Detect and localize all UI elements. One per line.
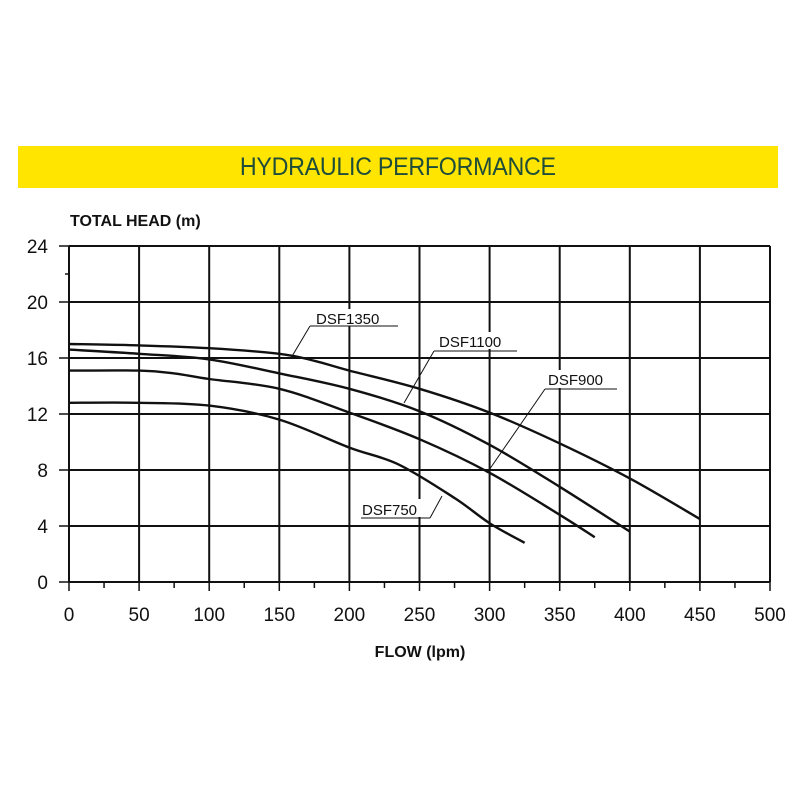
curves <box>68 342 701 544</box>
series-label-dsf1350: DSF1350 <box>316 311 379 328</box>
y-tick-label: 16 <box>27 349 48 370</box>
x-tick-labels: 0 50 100 150 200 250 300 350 400 450 500 <box>64 605 786 626</box>
chart-title: HYDRAULIC PERFORMANCE <box>240 152 556 181</box>
curve-dsf1100 <box>68 348 631 533</box>
y-tick-label: 4 <box>37 517 48 538</box>
x-tick-label: 300 <box>474 605 506 626</box>
series-label-dsf750: DSF750 <box>362 502 417 519</box>
x-tick-label: 450 <box>684 605 716 626</box>
x-tick-label: 0 <box>64 605 75 626</box>
x-tick-label: 150 <box>263 605 295 626</box>
curve-dsf750 <box>68 401 526 544</box>
x-tick-label: 500 <box>754 605 786 626</box>
title-banner: HYDRAULIC PERFORMANCE <box>18 146 778 188</box>
label-dsf750: DSF750 <box>358 495 443 519</box>
x-tick-label: 350 <box>544 605 576 626</box>
y-tick-label: 8 <box>37 461 48 482</box>
label-dsf1350: DSF1350 <box>290 309 398 359</box>
x-axis-title: FLOW (lpm) <box>375 644 466 661</box>
curve-dsf1350 <box>68 342 701 521</box>
y-tick-label: 0 <box>37 573 48 594</box>
curve-dsf900 <box>68 369 596 539</box>
x-tick-label: 200 <box>334 605 366 626</box>
y-tick-labels: 0 4 8 12 16 20 24 <box>27 237 49 594</box>
x-tick-label: 100 <box>193 605 225 626</box>
y-axis-title: TOTAL HEAD (m) <box>70 213 201 230</box>
x-tick-label: 250 <box>404 605 436 626</box>
y-tick-label: 24 <box>27 237 49 258</box>
series-label-dsf900: DSF900 <box>548 372 603 389</box>
y-tick-label: 20 <box>27 293 48 314</box>
label-dsf900: DSF900 <box>486 370 617 474</box>
y-tick-label: 12 <box>27 405 48 426</box>
x-tick-label: 50 <box>129 605 150 626</box>
axis-ticks <box>59 245 771 591</box>
x-tick-label: 400 <box>614 605 646 626</box>
series-label-dsf1100: DSF1100 <box>439 334 501 351</box>
label-dsf1100: DSF1100 <box>403 332 517 404</box>
chart-grid <box>68 245 771 583</box>
